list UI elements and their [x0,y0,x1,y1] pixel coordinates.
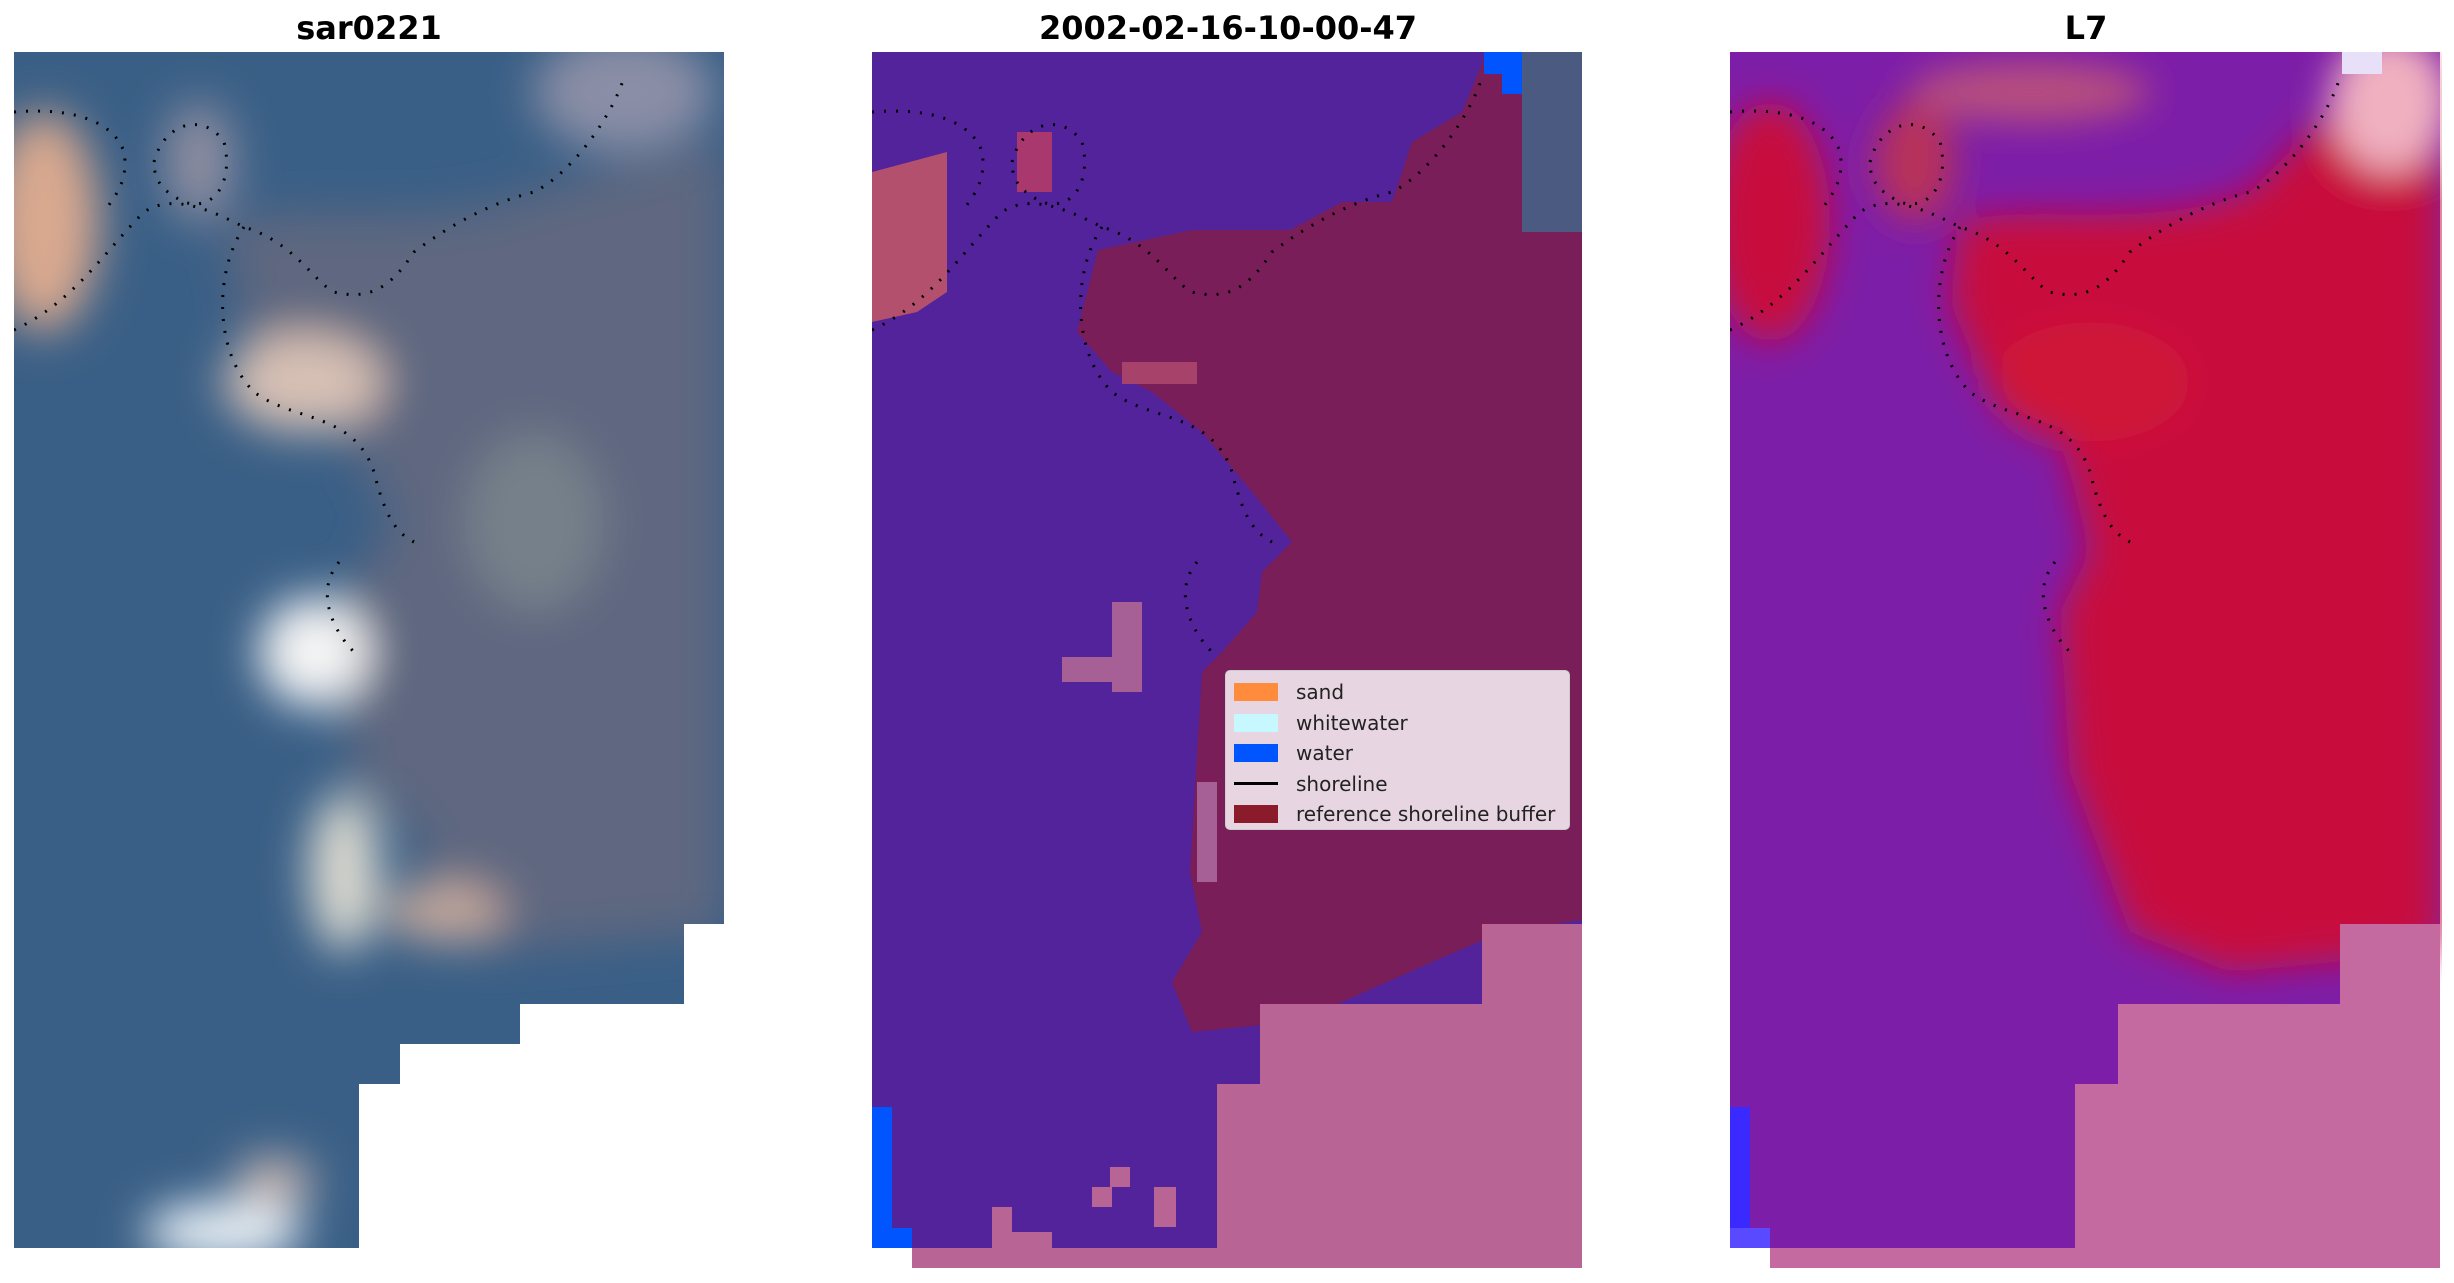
panel-title-index: L7 [2064,9,2108,47]
legend-item-water: water [1234,738,1561,769]
rgb-image [14,52,724,1248]
legend-swatch-water [1234,744,1278,763]
legend-label-sand: sand [1296,680,1345,705]
legend-swatch-whitewater [1234,713,1278,732]
classified-image-panel [872,52,1584,1272]
panel-title-classified: 2002-02-16-10-00-47 [1038,9,1418,47]
index-image [1730,52,2442,1268]
legend-swatch-reference-buffer [1234,805,1278,824]
pink-region-index [1770,924,2440,1268]
pink-region [912,924,1582,1268]
legend-swatch-shoreline [1234,782,1278,786]
legend-label-whitewater: whitewater [1296,710,1408,735]
legend-swatch-sand [1234,683,1278,702]
classified-image [872,52,1582,1268]
legend-item-shoreline: shoreline [1234,769,1561,800]
water-patch [872,1107,892,1248]
panel-title-rgb: sar0221 [296,9,442,47]
rgb-image-panel [14,52,726,1272]
index-image-panel [1730,52,2442,1272]
legend-item-reference-buffer: reference shoreline buffer [1234,799,1561,830]
legend-label-shoreline: shoreline [1296,771,1388,796]
legend-item-sand: sand [1234,677,1561,708]
legend: sand whitewater water shoreline referenc… [1225,670,1570,830]
legend-label-water: water [1296,741,1353,766]
legend-label-reference-buffer: reference shoreline buffer [1296,802,1556,827]
legend-item-whitewater: whitewater [1234,708,1561,739]
